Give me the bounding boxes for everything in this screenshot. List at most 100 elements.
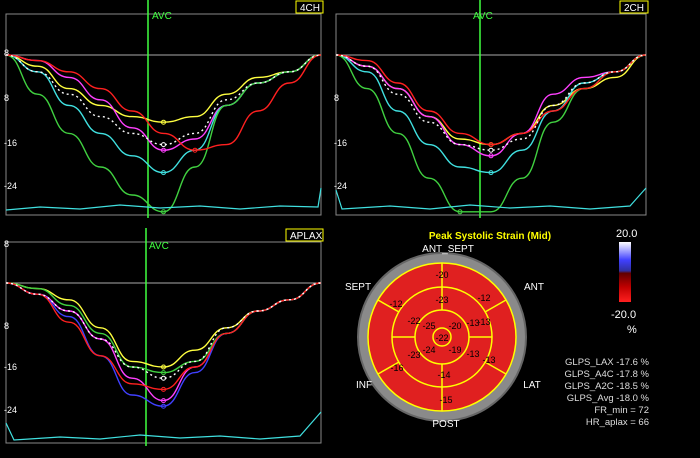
- avc-label: AVC: [152, 11, 172, 22]
- plot-frame: [335, 13, 647, 216]
- peak-marker: [161, 209, 166, 215]
- colorbar: [619, 242, 631, 302]
- strain-series-line-5: [5, 282, 322, 379]
- peak-marker: [161, 403, 166, 409]
- ecg-trace: [335, 187, 647, 210]
- stat-line: GLPS_LAX -17.6 %: [565, 357, 649, 368]
- stat-line: GLPS_Avg -18.0 %: [566, 393, 649, 404]
- title-strip: [330, 0, 650, 13]
- peak-marker: [161, 370, 166, 376]
- tick-label: 8: [4, 239, 9, 249]
- bullseye-label-sept: SEPT: [345, 282, 371, 293]
- bullseye-title: Peak Systolic Strain (Mid): [429, 231, 551, 242]
- ecg-trace: [5, 187, 322, 211]
- peak-marker: [161, 386, 166, 392]
- segment-value: -15: [439, 395, 452, 405]
- stat-line: FR_min = 72: [594, 405, 649, 416]
- tick-label: -24: [334, 181, 347, 191]
- bullseye-label-post: POST: [432, 419, 459, 430]
- view-label-box[interactable]: [295, 0, 324, 14]
- segment-value: -19: [448, 345, 461, 355]
- tick-label: -16: [4, 362, 17, 372]
- title-strip: [0, 228, 325, 241]
- peak-marker: [488, 170, 494, 176]
- view-label: 4CH: [300, 3, 320, 14]
- segment-value: -12: [389, 299, 402, 309]
- strain-series-line-1: [5, 54, 322, 151]
- peak-marker: [488, 147, 494, 153]
- view-label: 2CH: [624, 3, 644, 14]
- segment-value: -16: [390, 363, 403, 373]
- tick-label: 8: [334, 93, 339, 103]
- peak-marker: [457, 209, 463, 215]
- avc-label: AVC: [149, 241, 169, 252]
- view-label: APLAX: [290, 231, 323, 242]
- bullseye-panel: Peak Systolic Strain (Mid) -20 -12 -13 -…: [330, 226, 570, 453]
- colorbar-min: -20.0: [611, 309, 637, 321]
- tick-label: 8: [4, 48, 9, 58]
- plot-frame: [5, 13, 322, 216]
- bullseye-label-ant: ANT: [524, 282, 544, 293]
- segment-value: -12: [477, 293, 490, 303]
- strain-series-line-4: [335, 54, 647, 146]
- segment-value: -22: [435, 333, 448, 343]
- series-layer: [5, 282, 322, 409]
- series-layer: [335, 54, 647, 215]
- panel-aplax: AVC APLAX 8 8 -16 -24: [0, 228, 325, 446]
- segment-value: -20: [448, 321, 461, 331]
- segment-value: -13: [482, 355, 495, 365]
- strain-curve-chart-4ch: AVC 4CH 8 8 -16 -24: [0, 0, 325, 218]
- tick-label: -24: [4, 181, 17, 191]
- plot-frame: [5, 241, 322, 444]
- strain-series-line-1: [335, 54, 647, 157]
- segment-value: -22: [407, 316, 420, 326]
- view-label-box[interactable]: [285, 228, 324, 242]
- stat-line: HR_aplax = 66: [585, 417, 649, 428]
- panel-4ch: AVC 4CH 8 8 -16 -24: [0, 0, 325, 218]
- peak-marker: [161, 147, 166, 153]
- segment-value: -14: [437, 370, 450, 380]
- segment-value: -20: [435, 270, 448, 280]
- stat-line: GLPS_A4C -17.8 %: [564, 369, 650, 380]
- peak-marker: [161, 375, 166, 381]
- peak-marker: [161, 364, 166, 370]
- bullseye-apex: [432, 327, 452, 347]
- segment-value: -23: [407, 350, 420, 360]
- strain-series-line-0: [5, 282, 322, 368]
- tick-label: 8: [4, 93, 9, 103]
- strain-series-line-4: [5, 54, 322, 151]
- stat-line: GLPS_A2C -18.5 %: [564, 381, 650, 392]
- strain-series-line-0: [5, 54, 322, 123]
- strain-series-line-2: [335, 54, 647, 174]
- tick-label: -24: [4, 405, 17, 415]
- colorbar-max: 20.0: [616, 228, 638, 240]
- strain-series-line-3: [5, 54, 322, 213]
- peak-marker: [488, 142, 494, 148]
- tick-label: -16: [334, 138, 347, 148]
- ecg-trace: [5, 411, 322, 441]
- peak-marker: [161, 398, 166, 404]
- bullseye-plot: Peak Systolic Strain (Mid) -20 -12 -13 -…: [345, 231, 551, 430]
- segment-value: -13: [466, 318, 479, 328]
- tick-label: -16: [4, 138, 17, 148]
- segment-value: -13: [477, 317, 490, 327]
- bullseye-label-ant-sept: ANT_SEPT: [422, 244, 474, 255]
- peak-marker: [161, 119, 166, 125]
- strain-series-line-1: [5, 282, 322, 402]
- tick-label: 8: [4, 321, 9, 331]
- strain-series-line-5: [5, 54, 322, 146]
- panel-2ch: AVC 2CH 8 -16 -24: [330, 0, 650, 218]
- peak-marker: [488, 153, 494, 159]
- segment-dividers: [377, 263, 507, 411]
- avc-label: AVC: [473, 11, 493, 22]
- peak-marker: [192, 147, 198, 153]
- segment-value: -24: [422, 345, 435, 355]
- view-label-box[interactable]: [619, 0, 649, 14]
- peak-marker: [161, 142, 166, 148]
- strain-curve-chart-aplax: AVC APLAX 8 8 -16 -24: [0, 228, 325, 446]
- colorbar-unit: %: [627, 324, 637, 336]
- strain-series-line-3: [5, 282, 322, 374]
- bullseye-label-lat: LAT: [523, 380, 541, 391]
- series-layer: [5, 54, 322, 215]
- strain-stats: GLPS_LAX -17.6 % GLPS_A4C -17.8 % GLPS_A…: [544, 357, 650, 429]
